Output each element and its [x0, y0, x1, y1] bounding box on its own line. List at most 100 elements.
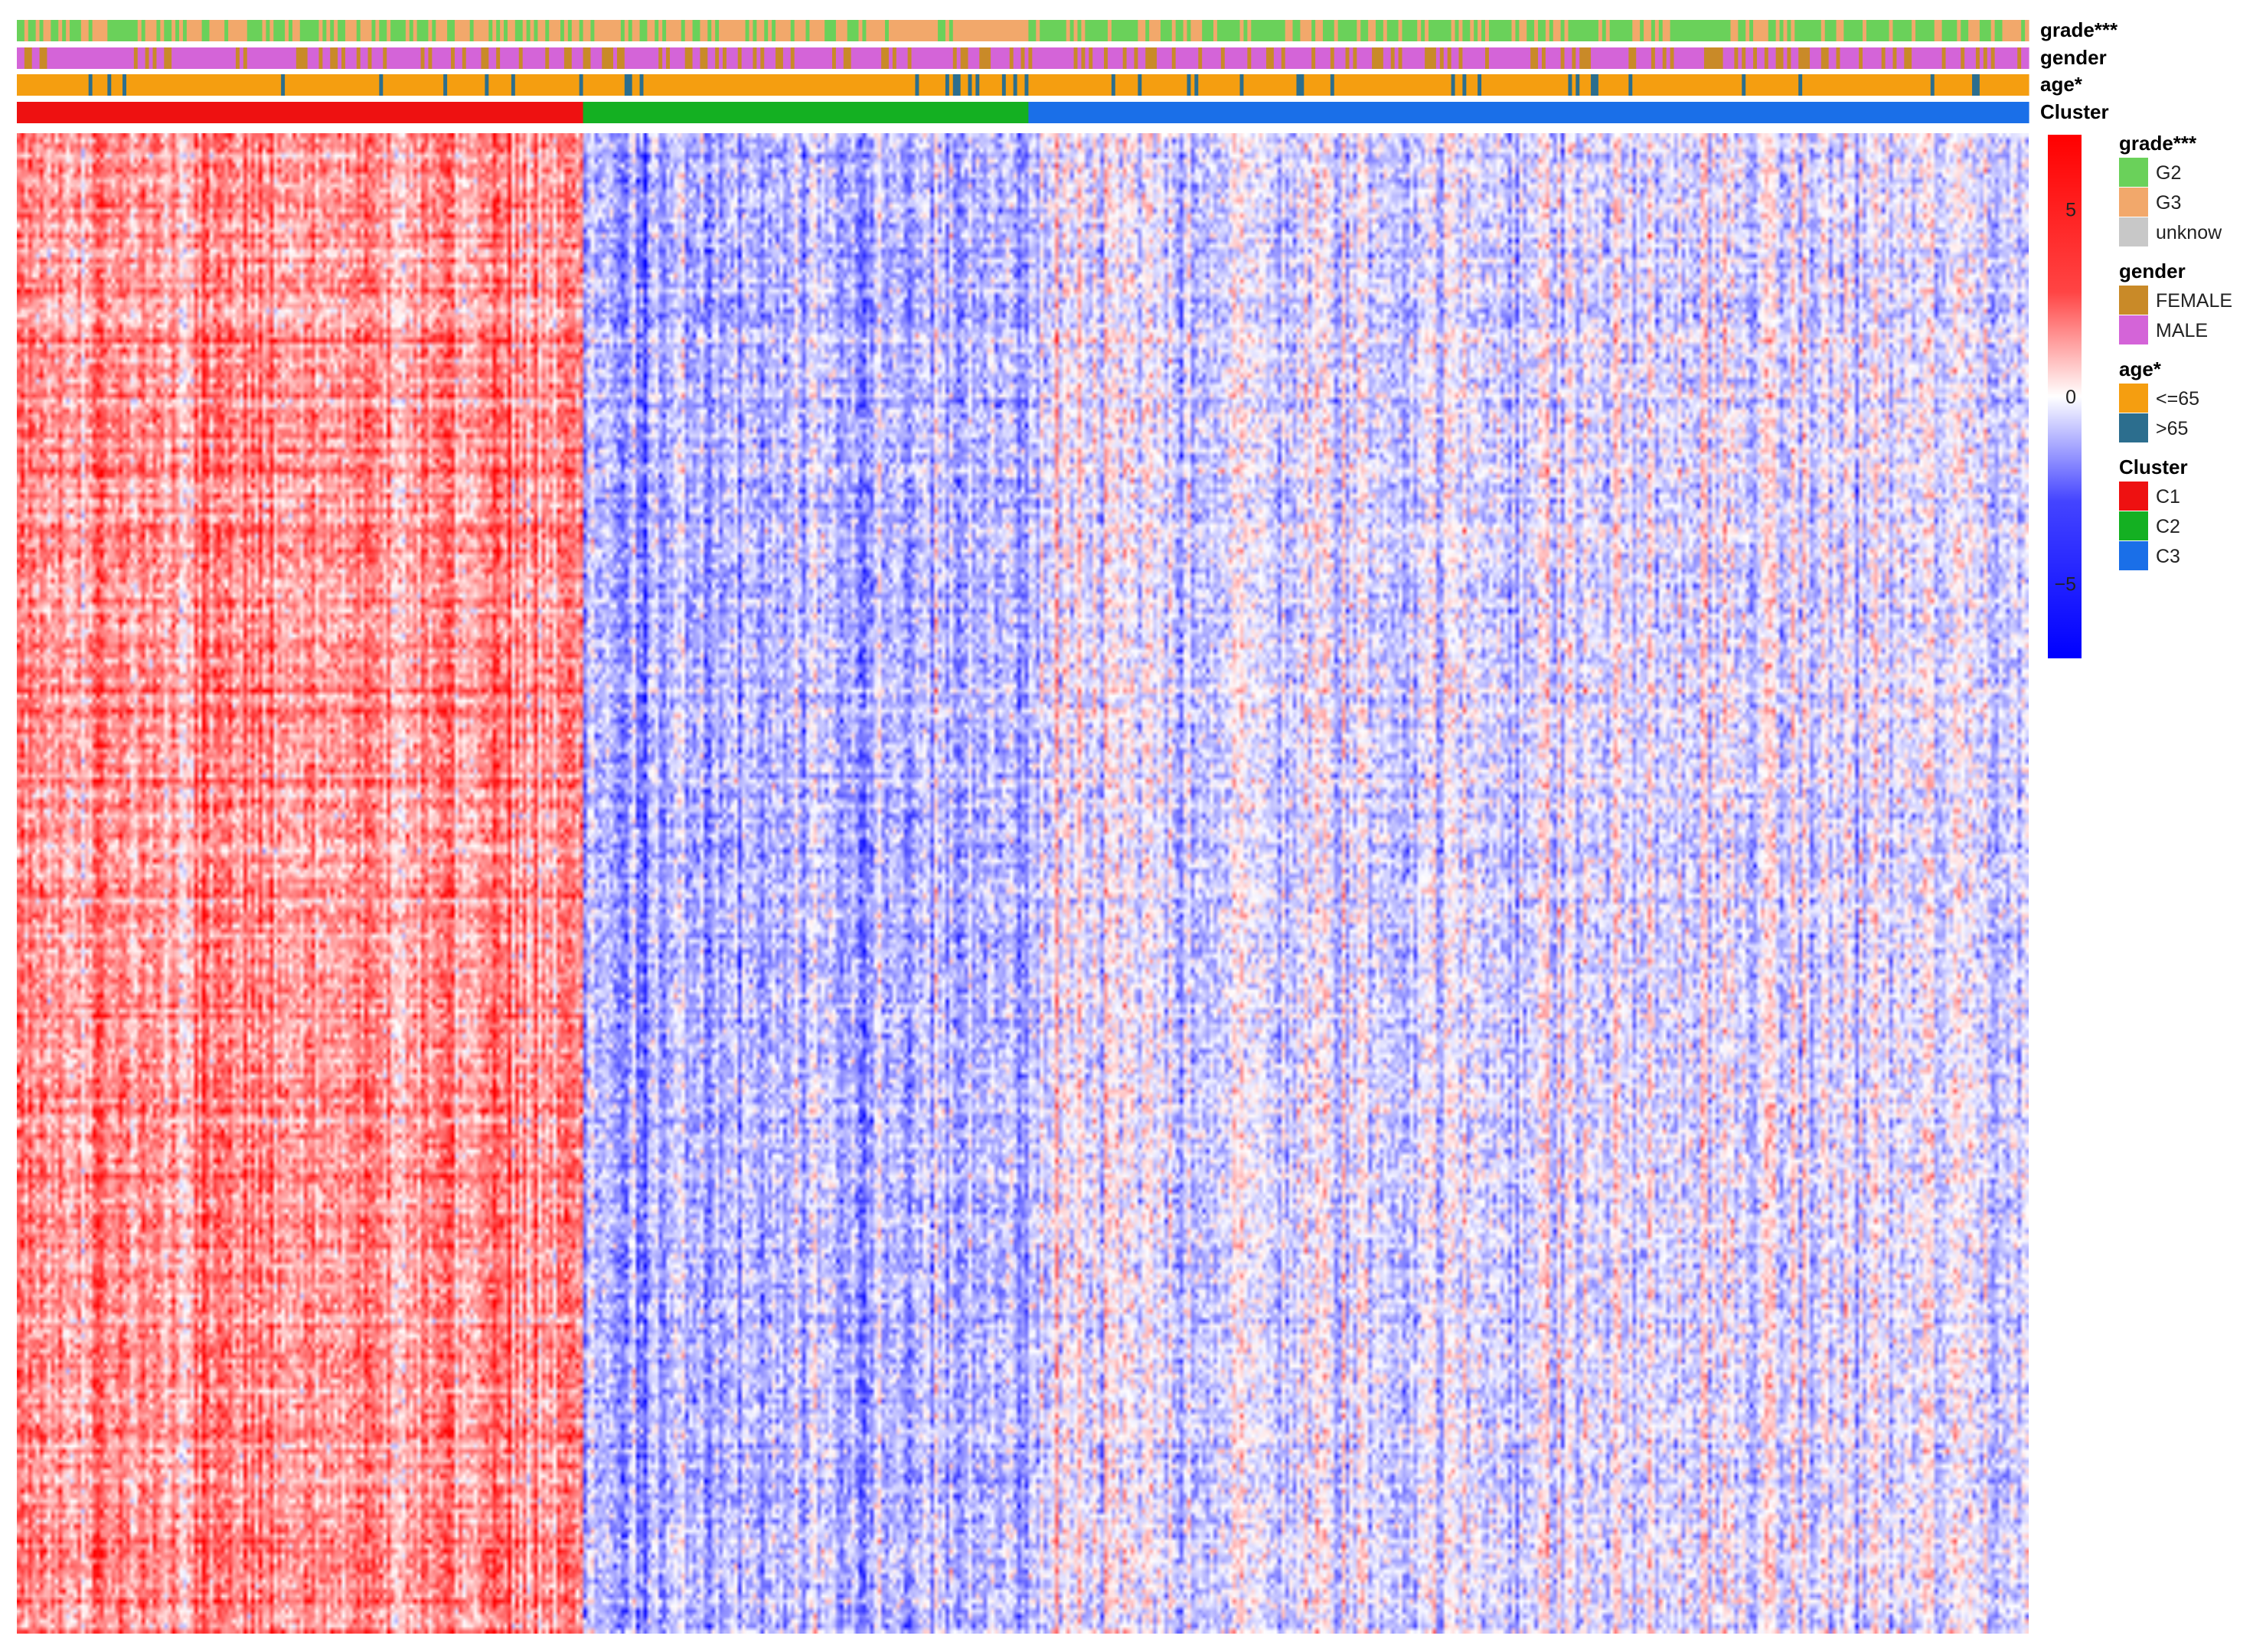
track-grade-segment	[1738, 20, 1746, 41]
legend-swatch	[2119, 286, 2148, 315]
track-grade-segment	[1538, 20, 1546, 41]
track-gender-segment	[1028, 47, 1033, 69]
track-gender-segment	[1738, 47, 1742, 69]
track-grade-segment	[655, 20, 659, 41]
track-gender-segment	[1224, 47, 1248, 69]
track-age-segment	[1001, 74, 1007, 96]
track-age-segment	[511, 74, 516, 96]
track-grade-segment	[1451, 20, 1456, 41]
track-grade-segment	[1934, 20, 1943, 41]
track-grade-segment	[405, 20, 410, 41]
track-cluster-segment	[1028, 102, 2029, 123]
track-grade-segment	[681, 20, 686, 41]
track-grade-segment	[1662, 20, 1671, 41]
track-grade-segment	[949, 20, 954, 41]
track-grade-segment	[764, 20, 769, 41]
track-gender-segment	[496, 47, 501, 69]
track-grade-segment	[469, 20, 475, 41]
track-grade-segment	[1640, 20, 1644, 41]
track-gender-segment	[1220, 47, 1226, 69]
track-gender-segment	[1266, 47, 1275, 69]
track-gender-segment	[782, 47, 792, 69]
track-grade-segment	[632, 20, 641, 41]
track-grade-segment	[628, 20, 633, 41]
track-gender-segment	[1134, 47, 1138, 69]
track-gender-segment	[1085, 47, 1089, 69]
track-grade-segment	[1187, 20, 1192, 41]
track-grade-segment	[1609, 20, 1633, 41]
track-gender-segment	[1349, 47, 1354, 69]
track-grade-segment	[156, 20, 161, 41]
track-gender-segment	[137, 47, 146, 69]
track-age-segment	[1742, 74, 1746, 96]
track-age-segment	[1115, 74, 1138, 96]
track-grade-segment	[1368, 20, 1376, 41]
track-age-segment	[583, 74, 625, 96]
track-grade-segment	[247, 20, 263, 41]
track-age-segment	[485, 74, 489, 96]
track-gender-segment	[719, 47, 723, 69]
track-grade-segment	[1421, 20, 1425, 41]
track-gender-segment	[1081, 47, 1086, 69]
track-gender-segment	[1032, 47, 1075, 69]
track-grade-segment	[416, 20, 429, 41]
track-gender-segment	[1488, 47, 1531, 69]
track-grade-segment	[594, 20, 622, 41]
track-grade-segment	[534, 20, 539, 41]
track-grade-segment	[1568, 20, 1599, 41]
track-age-segment	[968, 74, 973, 96]
track-label-grade: grade***	[2040, 18, 2118, 41]
track-grade-segment	[530, 20, 535, 41]
track-gender-segment	[1315, 47, 1331, 69]
track-gender-segment	[1904, 47, 1912, 69]
track-grade-segment	[772, 20, 776, 41]
track-grade-segment	[549, 20, 561, 41]
track-gender-segment	[488, 47, 497, 69]
track-gender-segment	[171, 47, 237, 69]
legend-grade: grade*** G2 G3 unknow	[2119, 132, 2222, 246]
track-gender-segment	[549, 47, 565, 69]
track-gender-segment	[1394, 47, 1399, 69]
track-gender-segment	[616, 47, 625, 69]
legend-item-label: C3	[2156, 546, 2180, 567]
track-grade-segment	[700, 20, 708, 41]
track-age-segment	[1632, 74, 1742, 96]
track-gender-segment	[881, 47, 890, 69]
track-gender-segment	[1538, 47, 1543, 69]
track-age-segment	[1017, 74, 1026, 96]
track-gender-segment	[707, 47, 716, 69]
track-grade-segment	[428, 20, 433, 41]
track-gender-segment	[1722, 47, 1735, 69]
track-grade-segment	[1915, 20, 1935, 41]
track-grade-segment	[1251, 20, 1286, 41]
track-grade-segment	[70, 20, 82, 41]
track-gender-segment	[338, 47, 342, 69]
track-age-segment	[447, 74, 485, 96]
track-grade-segment	[334, 20, 338, 41]
track-age-segment	[1575, 74, 1580, 96]
track-grade-segment	[1190, 20, 1203, 41]
track-gender-segment	[684, 47, 694, 69]
track-age-segment	[1198, 74, 1241, 96]
track-grade-segment	[1485, 20, 1490, 41]
track-age-segment	[1579, 74, 1592, 96]
track-grade	[17, 20, 2029, 41]
track-gender-segment	[1425, 47, 1437, 69]
track-gender-segment	[956, 47, 962, 69]
track-gender-segment	[424, 47, 429, 69]
track-grade-segment	[707, 20, 712, 41]
track-gender-segment	[545, 47, 550, 69]
track-age-segment	[1745, 74, 1799, 96]
track-grade-segment	[1824, 20, 1837, 41]
track-grade-segment	[58, 20, 63, 41]
track-age-segment	[975, 74, 980, 96]
track-gender-segment	[133, 47, 139, 69]
track-grade-segment	[1202, 20, 1214, 41]
legend-swatch	[2119, 217, 2148, 246]
track-grade-segment	[1040, 20, 1067, 41]
track-grade-segment	[1644, 20, 1652, 41]
track-age-segment	[1802, 74, 1931, 96]
track-grade-segment	[171, 20, 176, 41]
track-gender-segment	[1964, 47, 1977, 69]
track-grade-segment	[1889, 20, 1894, 41]
